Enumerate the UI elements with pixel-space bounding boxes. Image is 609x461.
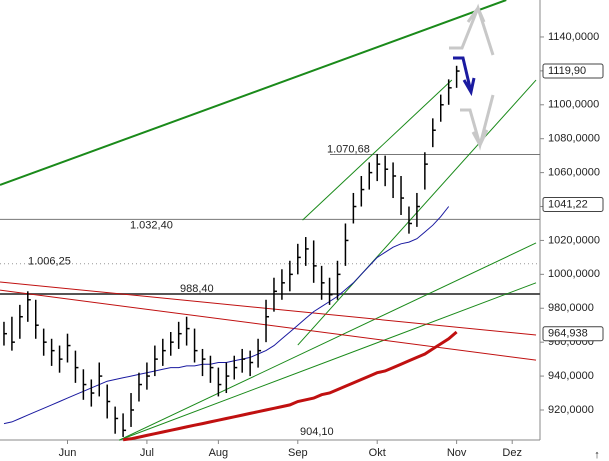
trend-line: [0, 0, 507, 186]
y-tick-label: 1080,0000: [548, 133, 600, 145]
moving-average: [3, 206, 450, 425]
y-tick-label: 1060,0000: [548, 167, 600, 179]
price-bar: [352, 192, 357, 224]
y-tick-label: 1000,0000: [548, 268, 600, 280]
scroll-icon[interactable]: ↑: [594, 449, 600, 461]
level-label: 1.032,40: [130, 219, 173, 231]
price-bar: [241, 348, 246, 373]
trend-line: [0, 289, 537, 361]
price-bar: [447, 79, 452, 105]
x-tick-label: Jun: [59, 447, 77, 459]
price-bar: [392, 162, 397, 199]
y-tick-label: 1020,0000: [548, 234, 600, 246]
price-bar: [169, 331, 174, 356]
price-bar: [11, 316, 15, 351]
x-tick-label: Sep: [288, 447, 308, 459]
price-bar: [177, 321, 182, 349]
trend-line: [302, 79, 453, 221]
projection-arrows: [449, 3, 495, 151]
price-bar: [360, 176, 365, 207]
price-bar: [416, 192, 420, 227]
price-bar: [201, 348, 206, 377]
price-bar: [146, 362, 150, 390]
x-tick-label: Okt: [369, 447, 386, 459]
trend-line: [118, 282, 537, 441]
trend-line: [0, 281, 537, 336]
price-bar: [138, 372, 142, 402]
price-bar: [312, 240, 317, 283]
price-bar: [281, 269, 285, 300]
price-box: [542, 196, 604, 212]
price-bar: [304, 237, 309, 266]
price-bar: [328, 277, 333, 305]
price-bar: [249, 350, 254, 377]
price-box-label: 1119,90: [548, 65, 586, 77]
price-bar: [122, 413, 127, 437]
price-bar: [90, 379, 95, 407]
price-bar: [432, 118, 436, 148]
price-bar: [384, 155, 389, 187]
price-bar: [376, 153, 381, 182]
price-bar: [130, 393, 135, 427]
price-bar: [455, 65, 460, 88]
price-bar: [3, 321, 7, 346]
price-bar: [209, 355, 214, 383]
moving-average: [122, 330, 458, 442]
price-bar: [424, 152, 428, 190]
x-tick-label: Dez: [502, 447, 522, 459]
price-bar: [273, 277, 277, 312]
y-tick-label: 940,0000: [548, 370, 594, 382]
price-bar: [106, 384, 111, 419]
price-box-label: 1041,22: [548, 198, 588, 210]
x-tick-label: Nov: [447, 447, 467, 459]
price-bar: [265, 299, 270, 343]
level-label: 1.006,25: [28, 256, 71, 268]
price-bar: [50, 338, 55, 366]
gray-arrow-up: [449, 3, 495, 56]
price-bar: [289, 260, 293, 292]
level-label: 988,40: [180, 283, 214, 295]
y-tick-label: 1140,0000: [548, 31, 599, 43]
y-tick-label: 1100,0000: [548, 99, 599, 111]
price-bar: [225, 362, 230, 394]
y-tick-label: 920,0000: [548, 404, 594, 416]
price-bar: [162, 338, 166, 366]
price-bar: [217, 367, 222, 397]
price-box: [542, 326, 604, 342]
level-label: 904,10: [300, 426, 334, 438]
price-bar: [233, 355, 238, 380]
price-bar: [336, 260, 341, 300]
price-bar: [185, 316, 190, 346]
price-bar: [74, 350, 79, 383]
price-bar: [154, 345, 158, 377]
price-bar: [400, 176, 405, 215]
trend-line: [118, 242, 537, 441]
price-bar: [82, 369, 87, 400]
price-bar: [42, 328, 47, 356]
price-bar: [114, 406, 119, 434]
price-bar: [320, 265, 325, 300]
price-bar: [344, 223, 349, 266]
price-bar: [58, 345, 63, 373]
price-bar: [66, 333, 71, 363]
price-box-label: 964,938: [548, 328, 588, 340]
price-bar: [34, 299, 39, 339]
price-box: [542, 63, 604, 79]
price-bar: [98, 362, 103, 397]
x-tick-label: Aug: [209, 447, 229, 459]
price-bar: [408, 206, 412, 234]
price-bar: [193, 328, 198, 363]
price-bar: [27, 291, 31, 322]
blue-arrow: [453, 56, 476, 97]
gray-arrow-down: [460, 94, 495, 151]
price-bar: [368, 162, 373, 190]
price-bar: [19, 304, 23, 339]
y-tick-label: 980,0000: [548, 302, 594, 314]
price-bar: [297, 243, 301, 275]
price-bar: [439, 94, 444, 122]
x-tick-label: Jul: [140, 447, 154, 459]
level-label: 1.070,68: [327, 143, 370, 155]
price-bar: [257, 338, 262, 368]
